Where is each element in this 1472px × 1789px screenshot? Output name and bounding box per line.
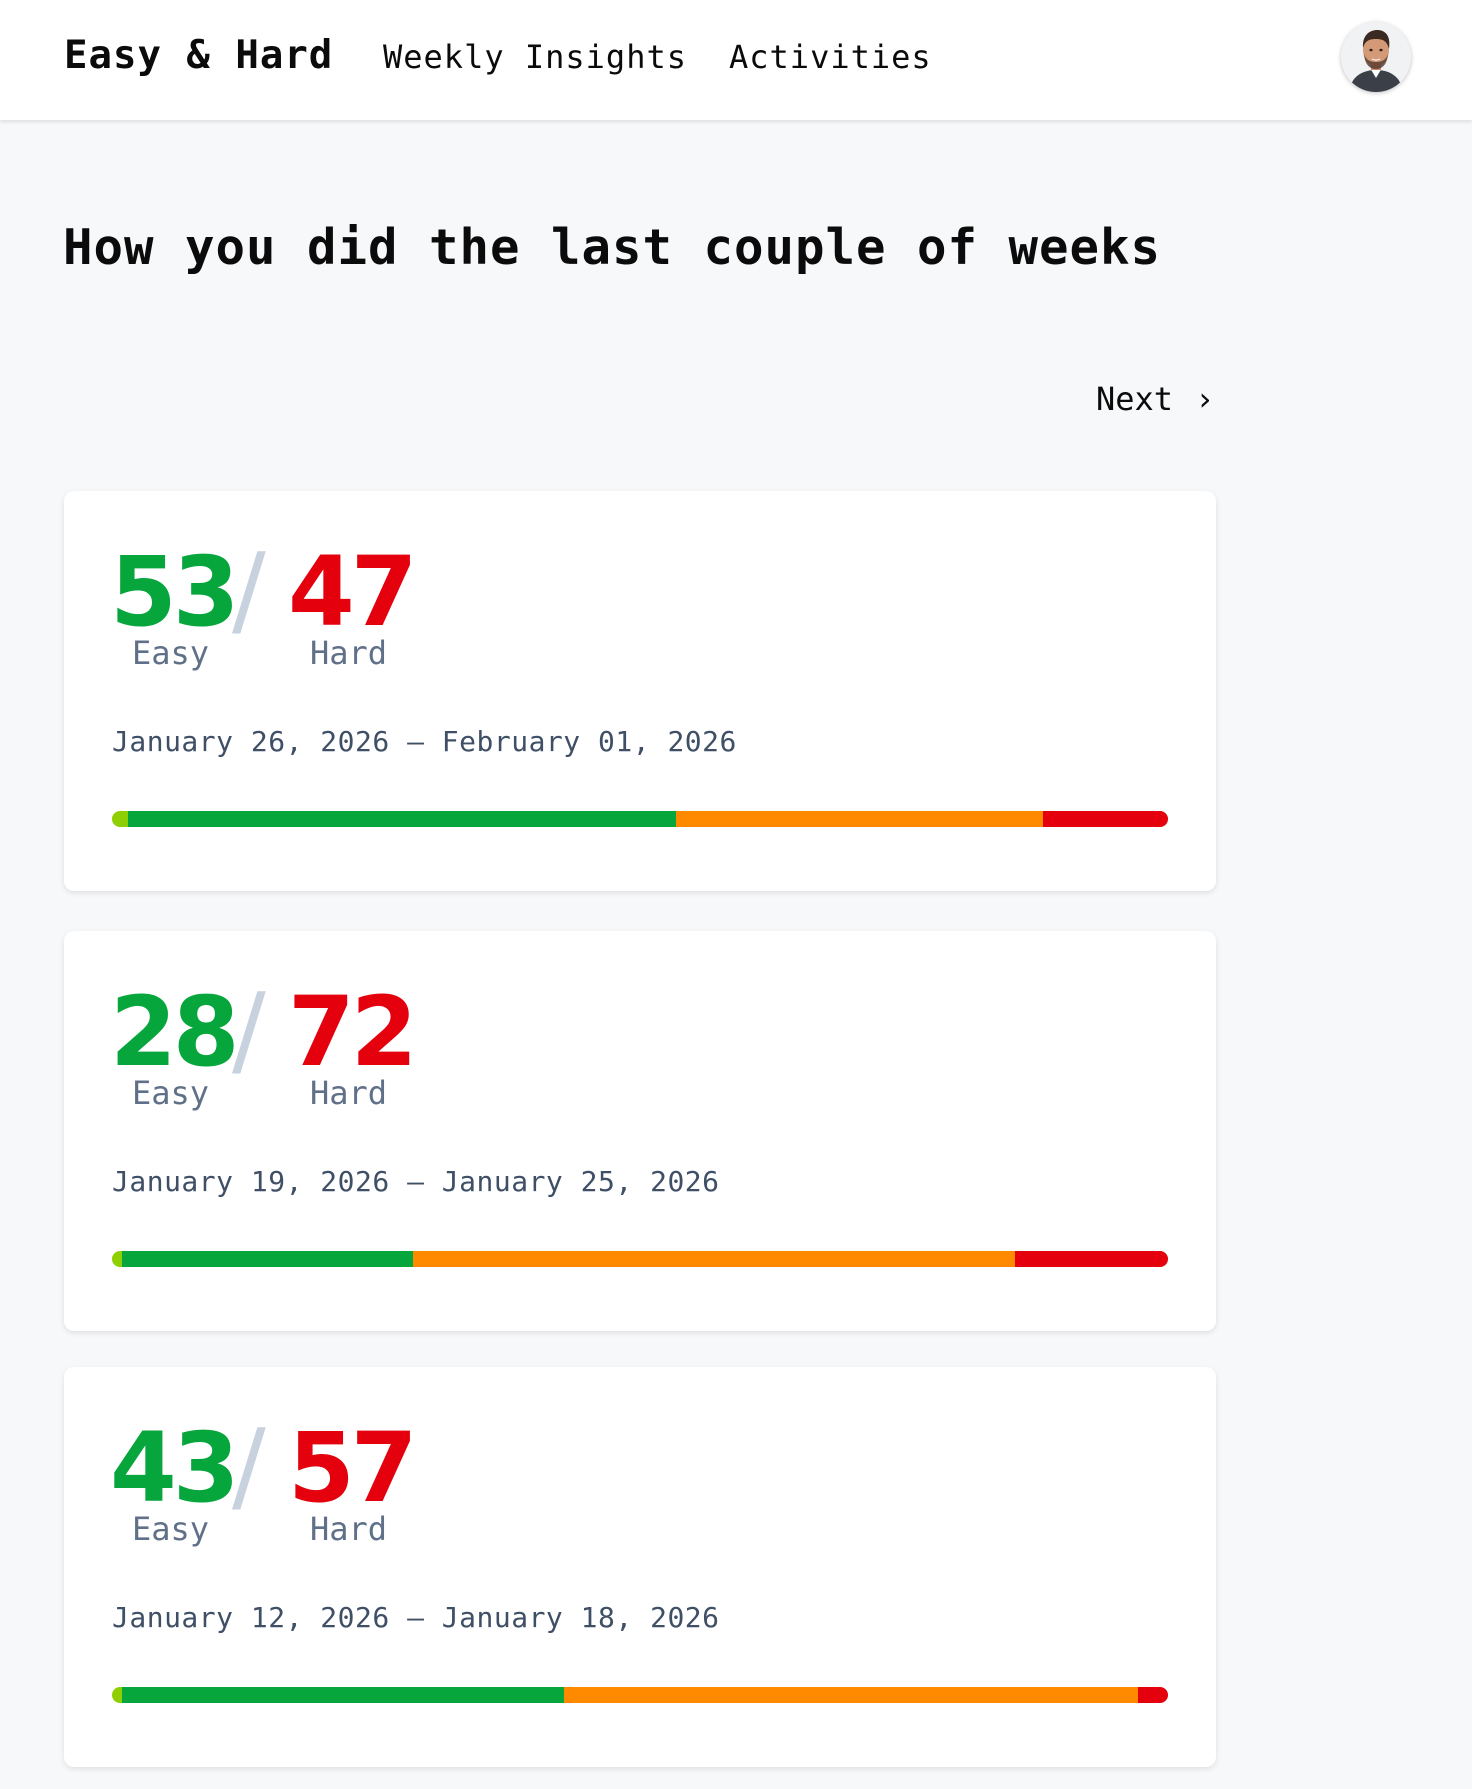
avatar-icon (1341, 22, 1411, 92)
easy-label: Easy (132, 634, 210, 672)
hard-label: Hard (310, 1510, 388, 1548)
easy-label: Easy (132, 1074, 210, 1112)
zone-easy-segment (127, 811, 676, 827)
score-separator: / (232, 1407, 266, 1524)
week-card: 53 / 47 Easy Hard January 26, 2026 – Feb… (64, 491, 1216, 891)
chevron-right-icon: › (1195, 380, 1215, 418)
zone-hard-segment (1138, 1687, 1168, 1703)
week-date-range: January 19, 2026 – January 25, 2026 (112, 1165, 720, 1198)
week-date-range: January 26, 2026 – February 01, 2026 (112, 725, 737, 758)
zone-light-segment (112, 811, 128, 827)
zone-hard-segment (1043, 811, 1168, 827)
nav-link-weekly-insights[interactable]: Weekly Insights (383, 38, 687, 76)
nav-link-activities[interactable]: Activities (729, 38, 932, 76)
hard-label: Hard (310, 1074, 388, 1112)
zone-easy-segment (121, 1687, 564, 1703)
easy-label: Easy (132, 1510, 210, 1548)
intensity-distribution-bar (112, 811, 1168, 827)
zone-moderate-segment (675, 811, 1044, 827)
week-card: 43 / 57 Easy Hard January 12, 2026 – Jan… (64, 1367, 1216, 1767)
zone-easy-segment (121, 1251, 413, 1267)
score-separator: / (232, 531, 266, 648)
brand-logo[interactable]: Easy & Hard (64, 33, 334, 78)
hard-score: 72 (288, 976, 418, 1088)
hard-score: 57 (288, 1412, 418, 1524)
easy-score: 53 (110, 536, 240, 648)
zone-moderate-segment (412, 1251, 1015, 1267)
score-separator: / (232, 971, 266, 1088)
user-avatar[interactable] (1341, 22, 1411, 92)
intensity-distribution-bar (112, 1251, 1168, 1267)
next-label: Next (1096, 380, 1174, 418)
intensity-distribution-bar (112, 1687, 1168, 1703)
easy-score: 28 (110, 976, 240, 1088)
hard-label: Hard (310, 634, 388, 672)
week-card: 28 / 72 Easy Hard January 19, 2026 – Jan… (64, 931, 1216, 1331)
easy-score: 43 (110, 1412, 240, 1524)
zone-light-segment (112, 1687, 122, 1703)
hard-score: 47 (288, 536, 418, 648)
zone-moderate-segment (563, 1687, 1139, 1703)
week-date-range: January 12, 2026 – January 18, 2026 (112, 1601, 720, 1634)
next-button[interactable]: Next › (1096, 376, 1214, 422)
zone-light-segment (112, 1251, 122, 1267)
zone-hard-segment (1014, 1251, 1168, 1267)
top-nav-bar: Easy & Hard Weekly Insights Activities (0, 0, 1472, 120)
page-title: How you did the last couple of weeks (63, 219, 1162, 276)
